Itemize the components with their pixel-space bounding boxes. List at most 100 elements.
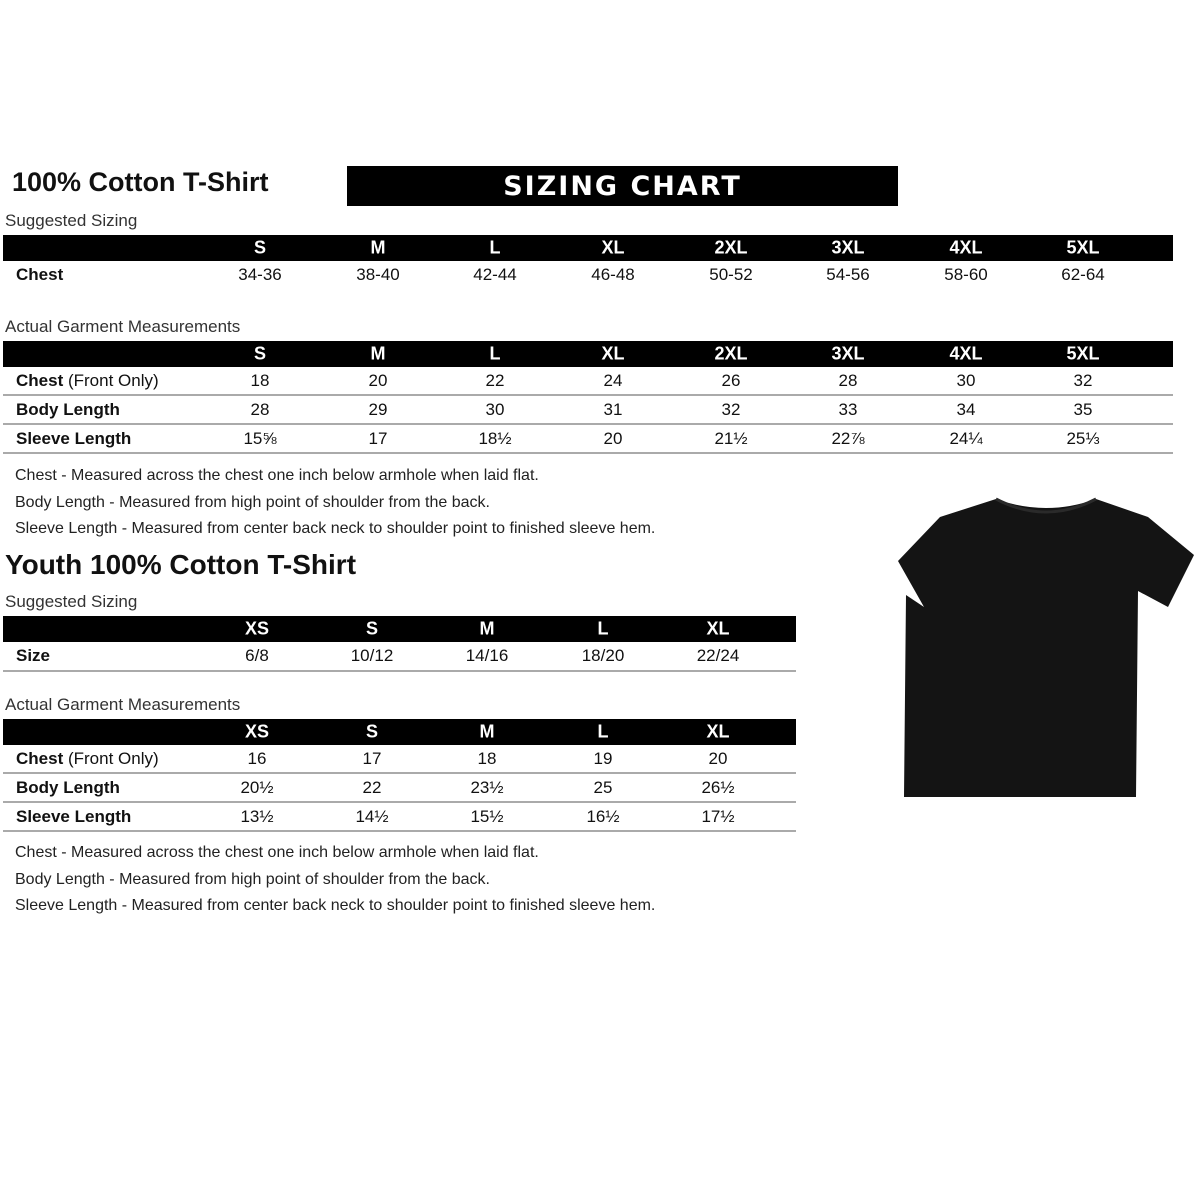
table-cell: 58-60 bbox=[944, 265, 988, 284]
size-header: 3XL bbox=[831, 237, 865, 258]
table-cell: 18 bbox=[250, 370, 270, 390]
table-cell: 38-40 bbox=[356, 265, 400, 284]
table-cell: 18 bbox=[477, 748, 497, 768]
table-cell: 20½ bbox=[240, 777, 274, 797]
size-header: M bbox=[370, 343, 386, 364]
size-header: 4XL bbox=[949, 237, 983, 258]
table-cell: 62-64 bbox=[1061, 265, 1105, 284]
table-cell: 32 bbox=[1073, 370, 1093, 390]
size-header: S bbox=[253, 343, 267, 364]
row-label-text: Chest bbox=[16, 370, 64, 390]
size-header: XL bbox=[706, 618, 730, 639]
table-cell: 10/12 bbox=[350, 646, 394, 665]
table-cell: 18/20 bbox=[581, 646, 625, 665]
table-cell: 14½ bbox=[355, 806, 389, 826]
size-header: L bbox=[489, 237, 501, 258]
table-row: Body Length 28 29 30 31 32 33 34 35 bbox=[3, 396, 1173, 425]
row-label-text: Body Length bbox=[16, 777, 120, 797]
table-cell: 24¼ bbox=[949, 428, 983, 448]
youth-actual-label: Actual Garment Measurements bbox=[5, 695, 241, 714]
youth-title: Youth 100% Cotton T-Shirt bbox=[5, 549, 357, 580]
row-label: Size bbox=[16, 646, 50, 666]
table-cell: 13½ bbox=[240, 806, 274, 826]
table-cell: 33 bbox=[838, 399, 858, 419]
row-label: Chest bbox=[16, 265, 63, 285]
table-cell: 30 bbox=[956, 370, 976, 390]
measurement-note: Chest - Measured across the chest one in… bbox=[15, 467, 539, 484]
table-row: Size 6/8 10/12 14/16 18/20 22/24 bbox=[3, 642, 796, 672]
table-row: Sleeve Length 13½ 14½ 15½ 16½ 17½ bbox=[3, 803, 796, 832]
row-label-text: Sleeve Length bbox=[16, 428, 132, 448]
tshirt-image bbox=[898, 497, 1194, 797]
table-cell: 34 bbox=[956, 399, 976, 419]
size-header: S bbox=[365, 721, 379, 742]
size-header-row: S M L XL 2XL 3XL 4XL 5XL bbox=[3, 341, 1173, 367]
size-header: 2XL bbox=[714, 343, 748, 364]
size-header: L bbox=[597, 618, 609, 639]
table-cell: 20 bbox=[368, 370, 388, 390]
youth-actual-table: XS S M L XL Chest (Front Only) 16 17 18 19 20 Body … bbox=[3, 719, 796, 832]
adult-suggested-label: Suggested Sizing bbox=[5, 211, 138, 230]
table-cell: 22⅞ bbox=[831, 428, 865, 448]
table-cell: 30 bbox=[485, 399, 505, 419]
table-cell: 54-56 bbox=[826, 265, 870, 284]
size-header: S bbox=[253, 237, 267, 258]
table-cell: 28 bbox=[250, 399, 270, 419]
row-label: Sleeve Length bbox=[16, 807, 131, 827]
measurement-note: Sleeve Length - Measured from center bac… bbox=[15, 520, 656, 537]
row-label-text: Chest bbox=[16, 265, 64, 284]
row-label: Body Length bbox=[16, 778, 120, 798]
table-cell: 20 bbox=[603, 428, 623, 448]
table-cell: 32 bbox=[721, 399, 741, 419]
measurement-note: Sleeve Length - Measured from center bac… bbox=[15, 897, 656, 914]
table-cell: 28 bbox=[838, 370, 858, 390]
size-header-row: S M L XL 2XL 3XL 4XL 5XL bbox=[3, 235, 1173, 261]
table-cell: 22 bbox=[485, 370, 505, 390]
table-cell: 17½ bbox=[701, 806, 735, 826]
table-cell: 22/24 bbox=[696, 646, 740, 665]
table-cell: 15½ bbox=[470, 806, 504, 826]
row-label: Chest (Front Only) bbox=[16, 371, 159, 391]
measurement-note: Chest - Measured across the chest one in… bbox=[15, 844, 539, 861]
size-header: L bbox=[489, 343, 501, 364]
row-label: Body Length bbox=[16, 400, 120, 420]
table-cell: 24 bbox=[603, 370, 623, 390]
row-label-note: (Front Only) bbox=[67, 748, 159, 768]
sizing-chart-banner: SIZING CHART bbox=[347, 166, 898, 206]
table-cell: 21½ bbox=[714, 428, 748, 448]
size-header: 4XL bbox=[949, 343, 983, 364]
table-cell: 23½ bbox=[470, 777, 504, 797]
size-header: XS bbox=[244, 721, 270, 742]
table-cell: 34-36 bbox=[238, 265, 282, 284]
table-cell: 16 bbox=[247, 748, 267, 768]
row-label-text: Body Length bbox=[16, 399, 120, 419]
size-header: XL bbox=[601, 237, 625, 258]
table-cell: 25 bbox=[593, 777, 613, 797]
table-cell: 26½ bbox=[701, 777, 735, 797]
size-header: 3XL bbox=[831, 343, 865, 364]
table-cell: 50-52 bbox=[709, 265, 753, 284]
table-cell: 29 bbox=[368, 399, 388, 419]
table-cell: 42-44 bbox=[473, 265, 517, 284]
table-cell: 26 bbox=[721, 370, 741, 390]
table-cell: 6/8 bbox=[245, 646, 269, 665]
size-header: 5XL bbox=[1066, 343, 1100, 364]
size-header: M bbox=[370, 237, 386, 258]
table-cell: 35 bbox=[1073, 399, 1093, 419]
table-cell: 17 bbox=[368, 428, 388, 448]
adult-suggested-table: S M L XL 2XL 3XL 4XL 5XL Chest 34-36 38-40 42-44 46-… bbox=[3, 235, 1173, 289]
row-label-text: Chest bbox=[16, 748, 64, 768]
table-row: Chest (Front Only) 18 20 22 24 26 28 30 32 bbox=[3, 367, 1173, 396]
table-cell: 46-48 bbox=[591, 265, 635, 284]
table-row: Body Length 20½ 22 23½ 25 26½ bbox=[3, 774, 796, 803]
size-header: XL bbox=[601, 343, 625, 364]
table-cell: 19 bbox=[593, 748, 613, 768]
table-cell: 31 bbox=[603, 399, 623, 419]
row-label-text: Sleeve Length bbox=[16, 806, 132, 826]
size-header: M bbox=[479, 721, 495, 742]
row-label: Sleeve Length bbox=[16, 429, 131, 449]
size-header: S bbox=[365, 618, 379, 639]
adult-actual-table: S M L XL 2XL 3XL 4XL 5XL Chest (Front Only) 18 20 2… bbox=[3, 341, 1173, 454]
size-header: 5XL bbox=[1066, 237, 1100, 258]
size-header-row: XS S M L XL bbox=[3, 719, 796, 745]
